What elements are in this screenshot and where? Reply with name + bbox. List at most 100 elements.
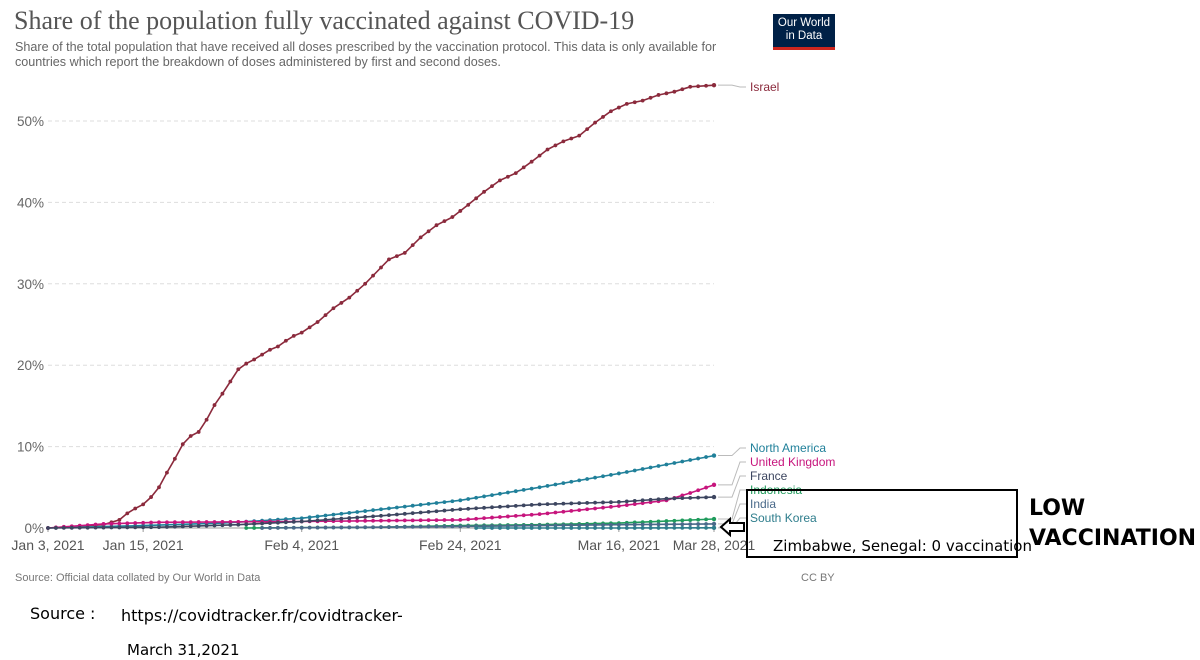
data-point — [252, 526, 257, 530]
data-point — [624, 470, 629, 474]
data-point — [418, 518, 423, 523]
data-point — [632, 502, 637, 507]
data-point — [672, 89, 677, 94]
y-tick-label: 30% — [17, 277, 44, 292]
data-point — [188, 434, 193, 438]
data-point — [593, 523, 597, 527]
data-point — [505, 526, 510, 530]
data-point — [672, 461, 677, 465]
data-point — [323, 513, 328, 518]
data-point — [561, 139, 566, 144]
data-point — [458, 498, 463, 503]
data-point — [553, 502, 558, 506]
data-point — [418, 524, 423, 529]
data-point — [577, 508, 582, 512]
data-point — [482, 494, 486, 499]
data-point — [696, 517, 701, 522]
data-point — [402, 518, 407, 523]
data-point — [434, 524, 439, 529]
data-point — [648, 526, 653, 530]
data-point — [711, 453, 717, 458]
data-point — [490, 526, 494, 530]
data-point — [545, 484, 550, 488]
data-point — [537, 502, 542, 507]
data-point — [244, 361, 249, 366]
data-point — [561, 501, 566, 506]
data-point — [331, 525, 336, 530]
data-point — [529, 512, 534, 517]
data-point — [593, 475, 597, 480]
data-point — [569, 479, 574, 484]
data-point — [648, 95, 653, 100]
data-point — [172, 524, 177, 529]
data-point — [545, 511, 550, 516]
data-point — [711, 482, 717, 488]
data-point — [371, 518, 375, 523]
data-point — [688, 518, 693, 522]
data-point — [569, 523, 574, 528]
series-line — [47, 84, 715, 529]
data-point — [505, 504, 510, 509]
x-tick-label: Feb 24, 2021 — [419, 537, 502, 553]
data-point — [117, 517, 122, 522]
data-point — [632, 526, 637, 530]
data-point — [458, 517, 463, 522]
data-point — [624, 102, 629, 106]
source-label: Source : — [30, 604, 96, 623]
line-chart: 0% 10% 20% 30% 40% 50% Jan 3, 2021 Jan 15, 2021… — [11, 80, 835, 553]
data-point — [442, 219, 447, 224]
data-point — [141, 520, 146, 525]
data-point — [537, 526, 542, 530]
data-point — [664, 462, 669, 467]
data-point — [616, 105, 621, 110]
data-point — [577, 523, 582, 528]
arrow-icon — [719, 516, 745, 538]
data-point — [601, 115, 605, 119]
data-point — [529, 486, 534, 491]
data-point — [101, 522, 106, 526]
data-point — [141, 525, 146, 530]
data-point — [276, 520, 280, 525]
data-point — [616, 500, 621, 504]
data-point — [220, 391, 225, 396]
source-url[interactable]: https://covidtracker.fr/covidtracker- — [121, 606, 403, 625]
owid-logo[interactable]: Our World in Data — [773, 14, 835, 50]
data-point — [157, 520, 161, 525]
data-point — [371, 525, 375, 530]
data-point — [394, 525, 399, 529]
data-point — [601, 500, 605, 505]
data-point — [125, 521, 130, 526]
data-point — [355, 510, 360, 514]
data-point — [379, 525, 383, 530]
data-point — [347, 516, 352, 520]
data-point — [648, 522, 653, 527]
footer-license[interactable]: CC BY — [801, 572, 835, 584]
data-point — [339, 301, 344, 305]
low-label-line-1: LOW — [1029, 496, 1086, 521]
data-point — [513, 171, 518, 175]
data-point — [236, 522, 241, 527]
data-point — [593, 500, 597, 505]
data-point — [656, 93, 661, 97]
data-point — [442, 524, 447, 529]
data-point — [466, 517, 471, 522]
label-connector — [718, 461, 746, 486]
data-point — [180, 524, 185, 529]
data-point — [220, 523, 225, 528]
data-point — [149, 495, 153, 499]
data-point — [696, 522, 701, 526]
data-point — [442, 500, 447, 505]
data-point — [442, 508, 447, 513]
data-point — [577, 501, 582, 506]
data-point — [640, 501, 645, 506]
data-point — [283, 338, 288, 343]
data-point — [609, 472, 613, 477]
data-point — [307, 519, 312, 523]
data-point — [569, 526, 574, 530]
data-point — [656, 464, 661, 468]
data-point — [204, 520, 209, 524]
data-point — [664, 526, 669, 530]
y-tick-label: 20% — [17, 358, 44, 373]
data-point — [585, 127, 590, 132]
data-point — [609, 500, 613, 505]
